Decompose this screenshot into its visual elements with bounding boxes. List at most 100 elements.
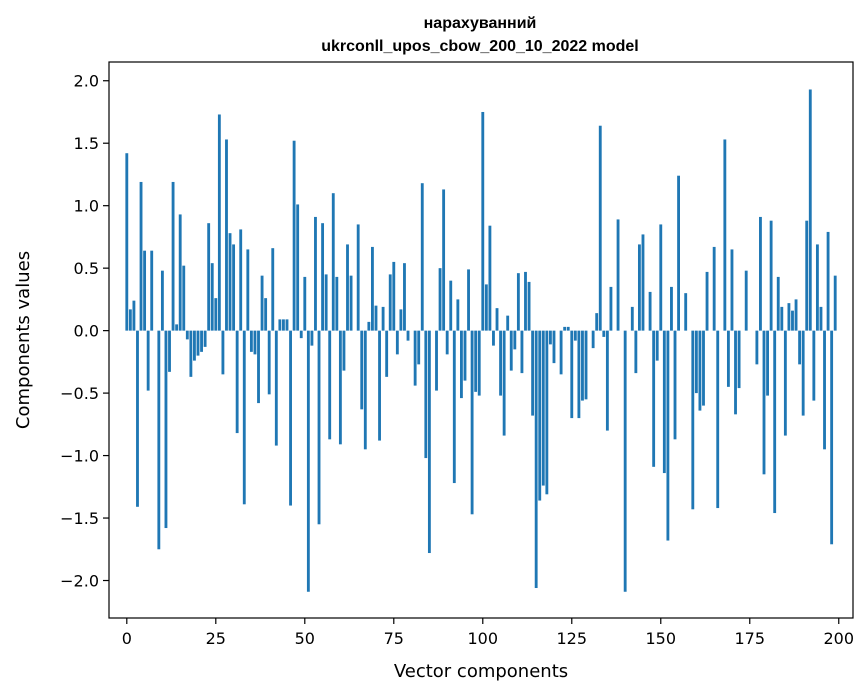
bar-component-61 bbox=[342, 330, 346, 371]
bar-component-36 bbox=[253, 330, 257, 355]
bar-component-31 bbox=[235, 330, 239, 434]
bar-component-71 bbox=[378, 330, 381, 441]
bar-component-55 bbox=[321, 223, 325, 331]
bar-component-179 bbox=[762, 330, 766, 475]
bar-component-68 bbox=[367, 321, 371, 331]
x-tick-label: 175 bbox=[734, 629, 765, 648]
bar-component-25 bbox=[214, 298, 218, 331]
bar-component-170 bbox=[730, 249, 734, 331]
bar-component-186 bbox=[787, 303, 791, 331]
bar-component-49 bbox=[299, 330, 303, 339]
bar-component-138 bbox=[616, 219, 620, 331]
bar-component-30 bbox=[232, 244, 236, 331]
bar-component-78 bbox=[403, 263, 406, 331]
bar-component-17 bbox=[185, 330, 189, 340]
bar-component-99 bbox=[477, 330, 481, 396]
bar-component-108 bbox=[509, 330, 513, 371]
bar-component-116 bbox=[538, 330, 542, 501]
bar-component-166 bbox=[716, 330, 720, 509]
chart-title-line-2: ukrconll_upos_cbow_200_10_2022 model bbox=[321, 38, 638, 55]
bar-component-134 bbox=[602, 330, 606, 337]
bar-component-152 bbox=[666, 330, 670, 541]
y-tick-label: 2.0 bbox=[74, 72, 99, 91]
bar-component-85 bbox=[427, 330, 431, 554]
bar-component-11 bbox=[164, 330, 168, 529]
bar-component-62 bbox=[346, 244, 349, 331]
bar-component-184 bbox=[780, 306, 784, 331]
x-tick-label: 100 bbox=[468, 629, 499, 648]
bar-component-119 bbox=[548, 330, 552, 345]
x-tick-label: 200 bbox=[823, 629, 854, 648]
bar-component-20 bbox=[196, 330, 200, 356]
bar-component-154 bbox=[673, 330, 677, 440]
bar-component-193 bbox=[812, 330, 816, 401]
bar-component-125 bbox=[570, 330, 574, 419]
bar-component-54 bbox=[317, 330, 321, 525]
bar-component-33 bbox=[242, 330, 246, 505]
x-tick-label: 75 bbox=[384, 629, 404, 648]
bar-component-77 bbox=[399, 309, 403, 331]
bar-component-196 bbox=[823, 330, 826, 450]
bar-component-58 bbox=[331, 193, 335, 331]
bar-component-35 bbox=[249, 330, 253, 352]
bar-component-42 bbox=[274, 330, 278, 446]
y-tick-label: −1.0 bbox=[60, 447, 99, 466]
y-tick-label: 1.5 bbox=[74, 134, 99, 153]
x-tick-label: 150 bbox=[645, 629, 676, 648]
y-tick-label: 0.0 bbox=[74, 322, 99, 341]
bar-component-0 bbox=[125, 153, 129, 331]
x-axis-ticks: 0 25 50 75 100 125 150 175 200 bbox=[122, 618, 854, 648]
y-tick-label: −0.5 bbox=[60, 384, 99, 403]
bar-component-102 bbox=[488, 225, 492, 331]
bar-component-136 bbox=[609, 286, 613, 331]
bar-component-194 bbox=[815, 244, 819, 331]
bar-component-109 bbox=[513, 330, 517, 350]
bar-component-26 bbox=[217, 114, 221, 331]
bar-component-57 bbox=[328, 330, 332, 440]
bar-component-144 bbox=[637, 244, 641, 331]
bar-component-81 bbox=[413, 330, 417, 386]
bar-component-28 bbox=[225, 139, 228, 331]
bar-component-60 bbox=[338, 330, 342, 445]
bar-component-76 bbox=[395, 330, 399, 355]
bar-component-48 bbox=[296, 204, 300, 331]
bar-component-113 bbox=[527, 281, 531, 331]
bar-component-135 bbox=[605, 330, 609, 431]
bar-component-189 bbox=[798, 330, 802, 365]
bar-component-21 bbox=[200, 330, 203, 352]
bar-component-103 bbox=[492, 330, 495, 346]
bar-component-18 bbox=[189, 330, 193, 377]
bar-component-40 bbox=[267, 330, 271, 395]
bar-component-153 bbox=[670, 286, 673, 331]
bar-component-92 bbox=[452, 330, 456, 484]
bar-component-47 bbox=[292, 140, 296, 331]
y-tick-label: −1.5 bbox=[60, 509, 99, 528]
bar-component-59 bbox=[335, 276, 339, 331]
bar-component-165 bbox=[712, 246, 716, 331]
bar-component-180 bbox=[766, 330, 769, 396]
bar-component-97 bbox=[470, 330, 474, 515]
bar-component-122 bbox=[559, 330, 563, 375]
bar-component-110 bbox=[516, 273, 520, 331]
bar-component-132 bbox=[595, 313, 599, 331]
bar-component-16 bbox=[182, 265, 186, 331]
bar-component-19 bbox=[193, 330, 196, 361]
bar-component-169 bbox=[726, 330, 730, 387]
bar-component-177 bbox=[755, 330, 759, 365]
bar-component-63 bbox=[349, 275, 353, 331]
bar-component-24 bbox=[210, 263, 214, 331]
bar-component-178 bbox=[759, 216, 762, 331]
bar-component-142 bbox=[630, 306, 634, 331]
y-tick-label: 0.5 bbox=[74, 259, 99, 278]
bar-component-39 bbox=[264, 298, 268, 331]
bar-component-95 bbox=[463, 330, 467, 381]
x-tick-label: 0 bbox=[122, 629, 132, 648]
bar-component-190 bbox=[801, 330, 805, 416]
x-tick-label: 25 bbox=[206, 629, 226, 648]
bar-component-4 bbox=[139, 181, 143, 331]
bar-component-89 bbox=[442, 189, 446, 331]
bar-component-69 bbox=[371, 246, 374, 331]
bar-component-168 bbox=[723, 139, 727, 331]
bar-component-23 bbox=[207, 223, 211, 331]
bar-component-27 bbox=[221, 330, 225, 375]
